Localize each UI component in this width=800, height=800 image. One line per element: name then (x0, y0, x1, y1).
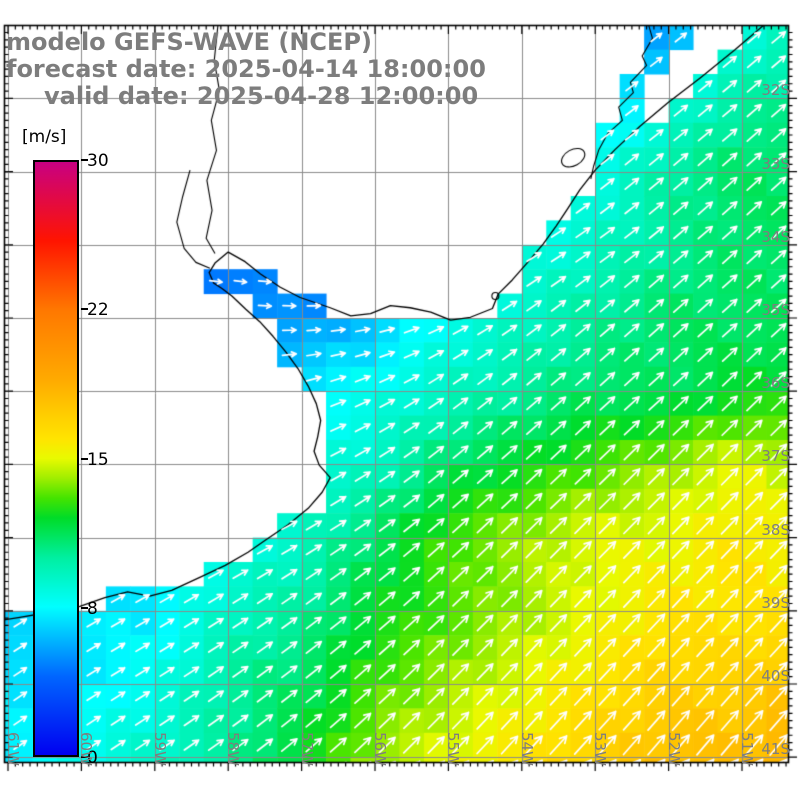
lon-axis-label: 57W (297, 732, 316, 766)
lat-axis-label: 41S (761, 740, 790, 759)
lon-axis-label: 55W (444, 732, 463, 766)
colorbar-tick-mark (81, 159, 88, 161)
lon-axis-label: 52W (664, 732, 683, 766)
lat-axis-label: 36S (761, 374, 790, 393)
lat-axis-label: 38S (761, 520, 790, 539)
speed-colorbar (33, 160, 79, 757)
colorbar-tick-mark (81, 457, 88, 460)
colorbar-tick-label: 30 (87, 151, 109, 171)
lat-axis-label: 35S (761, 301, 790, 319)
model-title: modelo GEFS-WAVE (NCEP) (6, 28, 372, 56)
colorbar-tick-label: 0 (87, 748, 98, 768)
lat-axis-label: 40S (761, 667, 790, 685)
lon-axis-label: 54W (517, 732, 536, 766)
lon-axis-label: 51W (738, 732, 756, 766)
lat-axis-label: 37S (761, 447, 790, 466)
lon-axis-label: 60W (77, 732, 96, 766)
lon-axis-label: 59W (150, 732, 169, 766)
lat-axis-label: 32S (761, 81, 790, 100)
lat-axis-label: 33S (761, 154, 790, 173)
lon-axis-label: 53W (591, 732, 610, 766)
lon-axis-label: 58W (224, 732, 243, 766)
forecast-date-line: forecast date: 2025-04-14 18:00:00 (6, 55, 486, 83)
valid-date-line: valid date: 2025-04-28 12:00:00 (44, 82, 479, 110)
lat-axis-label: 39S (761, 593, 790, 612)
lat-axis-label: 34S (761, 227, 790, 246)
colorbar-tick-label: 22 (87, 300, 109, 321)
colorbar-tick-label: 15 (87, 449, 109, 470)
colorbar-tick-mark (81, 756, 88, 758)
colorbar-tick-mark (81, 308, 88, 311)
colorbar-unit-label: [m/s] (22, 127, 67, 147)
colorbar-tick-mark (81, 606, 88, 609)
colorbar-tick-label: 8 (87, 598, 98, 619)
lon-axis-label: 56W (371, 732, 389, 766)
lon-axis-label: 61W (4, 732, 22, 766)
